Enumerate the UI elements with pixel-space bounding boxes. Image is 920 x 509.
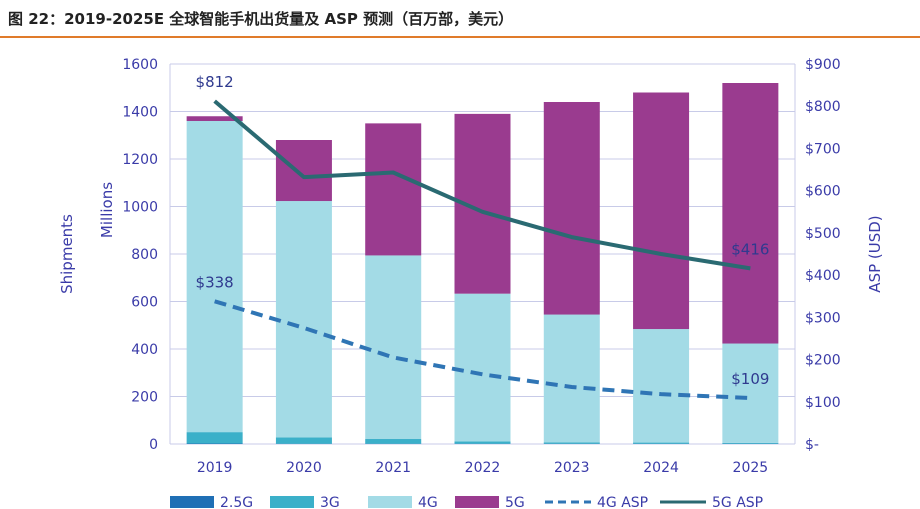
right-axis-tick-label: $300 [805,310,841,326]
bar-5g-2025 [722,83,779,344]
data-label-5g-asp: $812 [196,73,234,91]
bar-4g-2021 [365,255,422,440]
right-axis-tick-label: $500 [805,226,841,242]
bar-3g-2022 [454,441,511,444]
left-axis-title-millions: Millions [98,182,116,238]
left-axis-tick-label: 1600 [122,57,158,73]
x-axis-tick-label: 2021 [375,460,411,476]
x-axis-tick-label: 2020 [286,460,322,476]
legend-4g-asp-label: 4G ASP [597,495,648,509]
legend-2-5g-label: 2.5G [220,495,253,509]
right-axis-title: ASP (USD) [866,215,884,292]
right-axis-tick-label: $- [805,437,819,453]
bar-3g-2023 [543,442,600,444]
left-axis-tick-label: 1000 [122,200,158,216]
x-axis-tick-label: 2019 [197,460,233,476]
left-axis-tick-label: 1200 [122,152,158,168]
right-axis-tick-label: $600 [805,184,841,200]
right-axis-tick-label: $100 [805,395,841,411]
data-label-5g-asp: $416 [731,240,769,258]
right-axis-tick-label: $800 [805,99,841,115]
bar-3g-2024 [633,442,690,444]
figure-title: 图 22：2019-2025E 全球智能手机出货量及 ASP 预测（百万部，美元… [8,10,514,28]
right-axis-tick-label: $700 [805,141,841,157]
left-axis-tick-label: 600 [131,295,158,311]
data-label-4g-asp: $338 [196,273,234,291]
left-axis-tick-label: 400 [131,342,158,358]
bar-4g-2022 [454,293,511,442]
bar-5g-2024 [633,92,690,330]
bar-4g-2024 [633,329,690,443]
bar-4g-2025 [722,343,779,443]
right-axis-tick-label: $200 [805,353,841,369]
line-4g-asp [214,299,751,400]
legend-2-5g-swatch [170,496,214,508]
bar-5g-2023 [543,102,600,315]
x-axis-tick-label: 2024 [643,460,679,476]
legend-4g-label: 4G [418,495,438,509]
left-axis-tick-label: 200 [131,390,158,406]
legend-5g-swatch [455,496,499,508]
bar-5g-2021 [365,123,422,256]
figure-title-bar: 图 22：2019-2025E 全球智能手机出货量及 ASP 预测（百万部，美元… [0,0,920,38]
bar-4g-2019 [186,121,243,433]
bar-4g-2020 [275,201,332,438]
data-label-4g-asp: $109 [731,370,769,388]
legend-4g-swatch [368,496,412,508]
bar-3g-2025 [722,442,779,444]
right-axis-tick-label: $900 [805,57,841,73]
bar-3g-2019 [186,432,243,444]
x-axis-tick-label: 2022 [465,460,501,476]
left-axis-tick-label: 800 [131,247,158,263]
bar-5g-2019 [186,116,243,121]
legend-5g-label: 5G [505,495,525,509]
line-5g-asp [213,99,751,271]
right-axis-tick-label: $400 [805,268,841,284]
legend-5g-asp-label: 5G ASP [712,495,763,509]
bar-3g-2021 [365,439,422,444]
bar-3g-2020 [275,437,332,444]
left-axis-title-shipments: Shipments [58,214,76,294]
bar-4g-2023 [543,314,600,443]
legend-3g-swatch [270,496,314,508]
x-axis-tick-label: 2025 [733,460,769,476]
left-axis-tick-label: 1400 [122,105,158,121]
x-axis-tick-label: 2023 [554,460,590,476]
bar-5g-2020 [275,140,332,202]
legend-3g-label: 3G [320,495,340,509]
left-axis-tick-label: 0 [149,437,158,453]
